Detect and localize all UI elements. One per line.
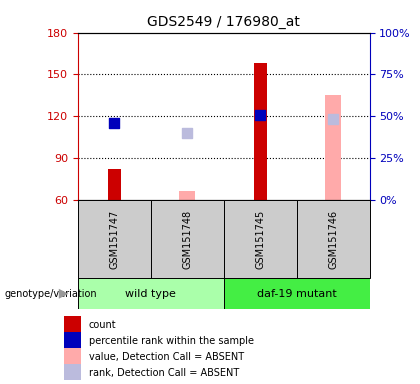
Point <box>330 116 336 122</box>
Text: rank, Detection Call = ABSENT: rank, Detection Call = ABSENT <box>89 368 239 379</box>
Text: GSM151745: GSM151745 <box>255 209 265 269</box>
FancyBboxPatch shape <box>151 200 224 278</box>
FancyBboxPatch shape <box>78 278 224 309</box>
Text: percentile rank within the sample: percentile rank within the sample <box>89 336 254 346</box>
FancyBboxPatch shape <box>64 332 81 351</box>
Text: wild type: wild type <box>125 289 176 299</box>
Text: GSM151747: GSM151747 <box>109 209 119 269</box>
FancyBboxPatch shape <box>224 200 297 278</box>
Bar <box>254 63 267 200</box>
Point <box>257 112 263 118</box>
Bar <box>108 169 121 200</box>
FancyBboxPatch shape <box>297 200 370 278</box>
Text: genotype/variation: genotype/variation <box>4 289 97 299</box>
Bar <box>179 191 195 200</box>
Text: value, Detection Call = ABSENT: value, Detection Call = ABSENT <box>89 352 244 362</box>
Point <box>184 130 191 136</box>
FancyBboxPatch shape <box>224 278 370 309</box>
FancyBboxPatch shape <box>64 316 81 334</box>
Text: count: count <box>89 320 116 330</box>
FancyBboxPatch shape <box>64 348 81 367</box>
Text: daf-19 mutant: daf-19 mutant <box>257 289 336 299</box>
Bar <box>325 95 341 200</box>
Text: GSM151748: GSM151748 <box>182 210 192 268</box>
Text: GSM151746: GSM151746 <box>328 210 338 268</box>
Point <box>111 120 118 126</box>
FancyBboxPatch shape <box>64 364 81 383</box>
FancyBboxPatch shape <box>78 200 151 278</box>
Title: GDS2549 / 176980_at: GDS2549 / 176980_at <box>147 15 300 29</box>
